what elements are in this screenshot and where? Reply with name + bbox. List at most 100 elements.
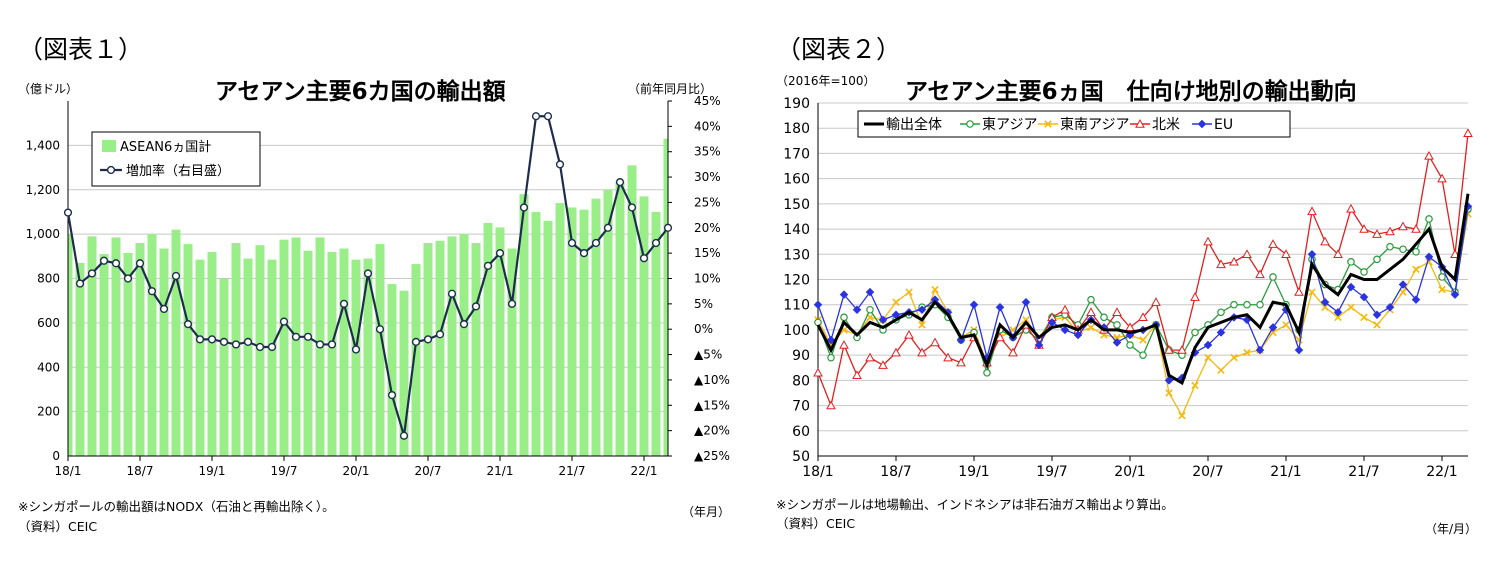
figure2-point-4 [826, 335, 836, 345]
figure1-y2-tick-label: 15% [694, 246, 721, 260]
figure1-y-axis-label: （億ドル） [18, 82, 79, 96]
figure2-point-4 [1268, 323, 1278, 332]
figure2-point-3 [1359, 224, 1369, 233]
figure1-growth-point [147, 287, 157, 296]
figure1-bar [291, 237, 301, 456]
figure1-growth-point [195, 335, 205, 344]
figure1-legend-line-marker [106, 165, 116, 175]
figure2-legend-label: 北米 [1152, 117, 1180, 133]
figure1-growth-point [435, 330, 445, 339]
figure2-point-1 [1100, 313, 1108, 322]
figure1-growth-point [207, 335, 217, 344]
figure2-point-1 [1269, 273, 1277, 281]
figure1-title: アセアン主要6カ国の輸出額 [215, 79, 506, 105]
figure2-point-3 [1411, 224, 1421, 233]
figure1-bar [387, 284, 397, 456]
figure2-y-tick-label: 70 [792, 399, 810, 415]
figure2-point-3 [1424, 150, 1434, 160]
figure2-point-2 [905, 288, 913, 296]
figure2-point-2 [931, 285, 939, 294]
figure1-growth-point [279, 317, 289, 326]
figure2-point-2 [892, 298, 900, 306]
figure1-bar [411, 264, 421, 456]
figure2-point-4 [1060, 325, 1070, 335]
figure1-y2-tick-label: ▲25% [694, 449, 730, 463]
figure2-point-4 [1411, 295, 1421, 305]
figure1-growth-point [531, 112, 541, 121]
figure2-x-tick-label: 20/7 [1192, 464, 1223, 480]
figure1-growth-point [519, 203, 529, 212]
figure1-growth-point [267, 342, 277, 352]
figure2-x-tick-label: 21/7 [1348, 464, 1379, 480]
figure2-y-tick-label: 50 [792, 449, 810, 465]
figure2-point-3 [1385, 226, 1395, 236]
figure2-point-3 [1294, 287, 1304, 296]
figure2-point-2 [1412, 265, 1420, 274]
figure2-point-2 [1360, 313, 1368, 322]
figure2-point-3 [917, 347, 927, 357]
figure1-bar [423, 243, 433, 456]
figure1-growth-point [507, 299, 517, 308]
figure1-y-tick-label: 1,400 [26, 138, 60, 152]
figure2-point-3 [930, 337, 940, 347]
figure1-bar [339, 248, 349, 456]
figure2-point-3 [1151, 297, 1161, 306]
figure2-point-3 [878, 360, 888, 369]
figure1-bar [147, 234, 157, 456]
figure2-legend-marker [1135, 118, 1145, 128]
figure2-line-1 [817, 208, 1469, 375]
figure1-bar [171, 229, 181, 456]
figure2-point-3 [943, 352, 953, 362]
figure2-point-2 [1373, 321, 1381, 329]
figure2-point-3 [1229, 256, 1239, 266]
figure2-point-3 [1398, 221, 1408, 231]
figure2-point-3 [813, 367, 823, 377]
figure1-growth-point [615, 178, 625, 187]
figure2-point-1 [1191, 328, 1199, 337]
figure2-point-3 [1255, 269, 1265, 279]
figure1-bar [459, 234, 469, 456]
figure2-point-3 [1463, 128, 1473, 137]
figure1-bar [75, 262, 85, 456]
figure2-y-tick-label: 160 [783, 172, 810, 188]
figure2-x-tick-label: 21/1 [1270, 464, 1301, 480]
figure1-growth-point [543, 112, 553, 121]
figure1-growth-point [99, 256, 109, 265]
figure2-legend-box [857, 110, 1291, 138]
figure1-bar [159, 248, 169, 456]
figure2-point-2 [1191, 381, 1199, 390]
figure1-bar [243, 258, 253, 456]
figure1-y2-tick-label: ▲15% [694, 398, 730, 412]
figure1-legend-line-label: 増加率（右目盛） [126, 163, 230, 179]
figure1-y2-tick-label: ▲20% [694, 424, 730, 438]
figure2-point-4 [865, 287, 875, 297]
figure2-point-3 [852, 370, 862, 380]
figure1-y2-tick-label: 40% [694, 119, 721, 133]
figure2-y-axis-label: （2016年=100） [776, 74, 876, 88]
figure2-point-2 [1022, 316, 1030, 324]
figure1-y2-tick-label: 20% [694, 221, 721, 235]
figure1-growth-point [483, 261, 493, 270]
figure2-y-tick-label: 100 [783, 323, 810, 339]
figure2-point-4 [1372, 310, 1382, 320]
figure1-bar [627, 165, 637, 456]
figure1-bar [135, 243, 145, 456]
figure2-point-3 [1112, 307, 1122, 316]
figure2-legend-label: 東南アジア [1060, 117, 1129, 133]
figure2-point-2 [1399, 288, 1407, 296]
figure1-bar [435, 240, 445, 456]
figure2-y-tick-label: 190 [783, 96, 810, 112]
figure2-point-3 [1450, 249, 1460, 258]
figure2-point-1 [1360, 268, 1368, 276]
figure1-growth-point [399, 431, 409, 440]
figure1-y-tick-label: 0 [52, 449, 60, 463]
figure1-bar [639, 196, 649, 456]
figure2-y-tick-label: 60 [792, 424, 810, 440]
figure1-bar [111, 237, 121, 456]
figure1-x-tick-label: 22/1 [631, 464, 658, 478]
figure1-label: （図表１） [18, 35, 144, 64]
figure2-point-3 [1372, 229, 1382, 238]
figure2-legend-label: EU [1214, 117, 1233, 133]
figure2-footnote: ※シンガポールは地場輸出、インドネシアは非石油ガス輸出より算出。 [776, 497, 1174, 512]
figure2-point-2 [1347, 303, 1355, 312]
